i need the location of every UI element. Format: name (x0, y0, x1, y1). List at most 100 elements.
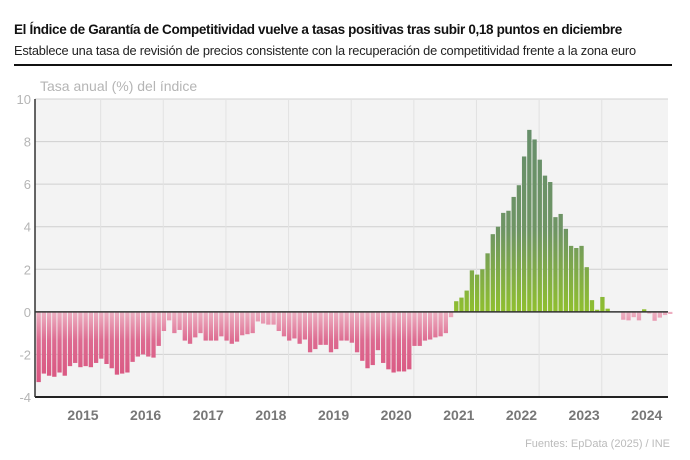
bar (104, 311, 109, 365)
bar (120, 311, 125, 374)
bar (83, 311, 88, 367)
source-note: Fuentes: EpData (2025) / INE (525, 438, 670, 450)
x-tick-label: 2023 (569, 407, 600, 423)
bar (140, 311, 146, 355)
bar (156, 311, 161, 346)
bar (255, 311, 261, 322)
bar (57, 311, 62, 373)
x-tick-label: 2015 (67, 407, 98, 423)
bar (208, 311, 214, 341)
y-tick-label: 2 (24, 262, 31, 277)
bar (375, 311, 381, 351)
bar (480, 269, 485, 312)
x-tick-label: 2019 (318, 407, 349, 423)
bar (506, 210, 511, 312)
bar (443, 311, 448, 334)
y-tick-label: 6 (24, 177, 31, 192)
bar (668, 311, 673, 314)
bar (234, 311, 240, 342)
bar (182, 311, 187, 341)
bar (537, 159, 542, 312)
chart-subtitle: Establece una tasa de revisión de precio… (14, 43, 636, 58)
bar (151, 311, 156, 358)
y-tick-label: -4 (19, 390, 31, 405)
bar (41, 311, 47, 374)
bar (495, 226, 501, 312)
bar (422, 311, 428, 341)
bar (198, 311, 203, 334)
bar (448, 311, 454, 318)
bar (532, 139, 537, 312)
bar (474, 274, 480, 312)
bar (428, 311, 433, 340)
bar (548, 182, 553, 312)
bar (574, 248, 579, 312)
bar (177, 311, 182, 330)
bar (589, 300, 595, 312)
bar (203, 311, 208, 341)
x-tick-label: 2016 (130, 407, 161, 423)
bar (605, 308, 610, 312)
bar (386, 311, 391, 370)
bar (396, 311, 401, 372)
bar (313, 311, 318, 350)
bar (292, 311, 297, 339)
bar (469, 270, 475, 312)
bar (161, 311, 167, 332)
bar (438, 311, 443, 337)
y-tick-label: 10 (17, 92, 31, 107)
bar (219, 311, 224, 337)
bar (172, 311, 177, 334)
bar (558, 213, 563, 312)
bar (636, 311, 642, 321)
bar (657, 311, 662, 318)
bar (88, 311, 94, 368)
bar (527, 129, 532, 312)
bar (511, 196, 516, 312)
x-tick-label: 2024 (631, 407, 662, 423)
bar (662, 311, 668, 316)
bar (52, 311, 57, 377)
bar (328, 311, 334, 353)
bar (266, 311, 271, 325)
bar (73, 311, 78, 363)
bar (595, 309, 600, 312)
bar (584, 267, 589, 312)
bar (370, 311, 375, 366)
bar (521, 156, 527, 312)
bar (250, 311, 255, 334)
y-tick-label: 0 (24, 305, 31, 320)
bar (621, 311, 626, 320)
title-divider (14, 64, 672, 66)
bar (99, 311, 104, 359)
bar (454, 301, 459, 312)
bar (245, 311, 250, 335)
bar (323, 311, 328, 345)
y-axis-label: Tasa anual (%) del índice (40, 78, 198, 94)
bar (459, 297, 464, 312)
bar (229, 311, 234, 344)
bar (542, 175, 548, 312)
bar (281, 311, 287, 337)
y-tick-label: 8 (24, 135, 31, 150)
bar (344, 311, 349, 341)
bar (193, 311, 198, 338)
bar (407, 311, 412, 370)
bar (213, 311, 219, 341)
bar (302, 311, 308, 340)
bar (240, 311, 245, 336)
bar (360, 311, 365, 361)
bar (67, 311, 73, 367)
bar (287, 311, 292, 341)
bar (125, 311, 130, 373)
x-tick-label: 2021 (443, 407, 474, 423)
chart-title: El Índice de Garantía de Competitividad … (14, 22, 622, 37)
bar (652, 311, 657, 321)
bar (516, 185, 522, 312)
x-tick-label: 2018 (255, 407, 286, 423)
bar (579, 245, 584, 312)
bar (114, 311, 120, 375)
bar (109, 311, 114, 369)
x-tick-label: 2022 (506, 407, 537, 423)
